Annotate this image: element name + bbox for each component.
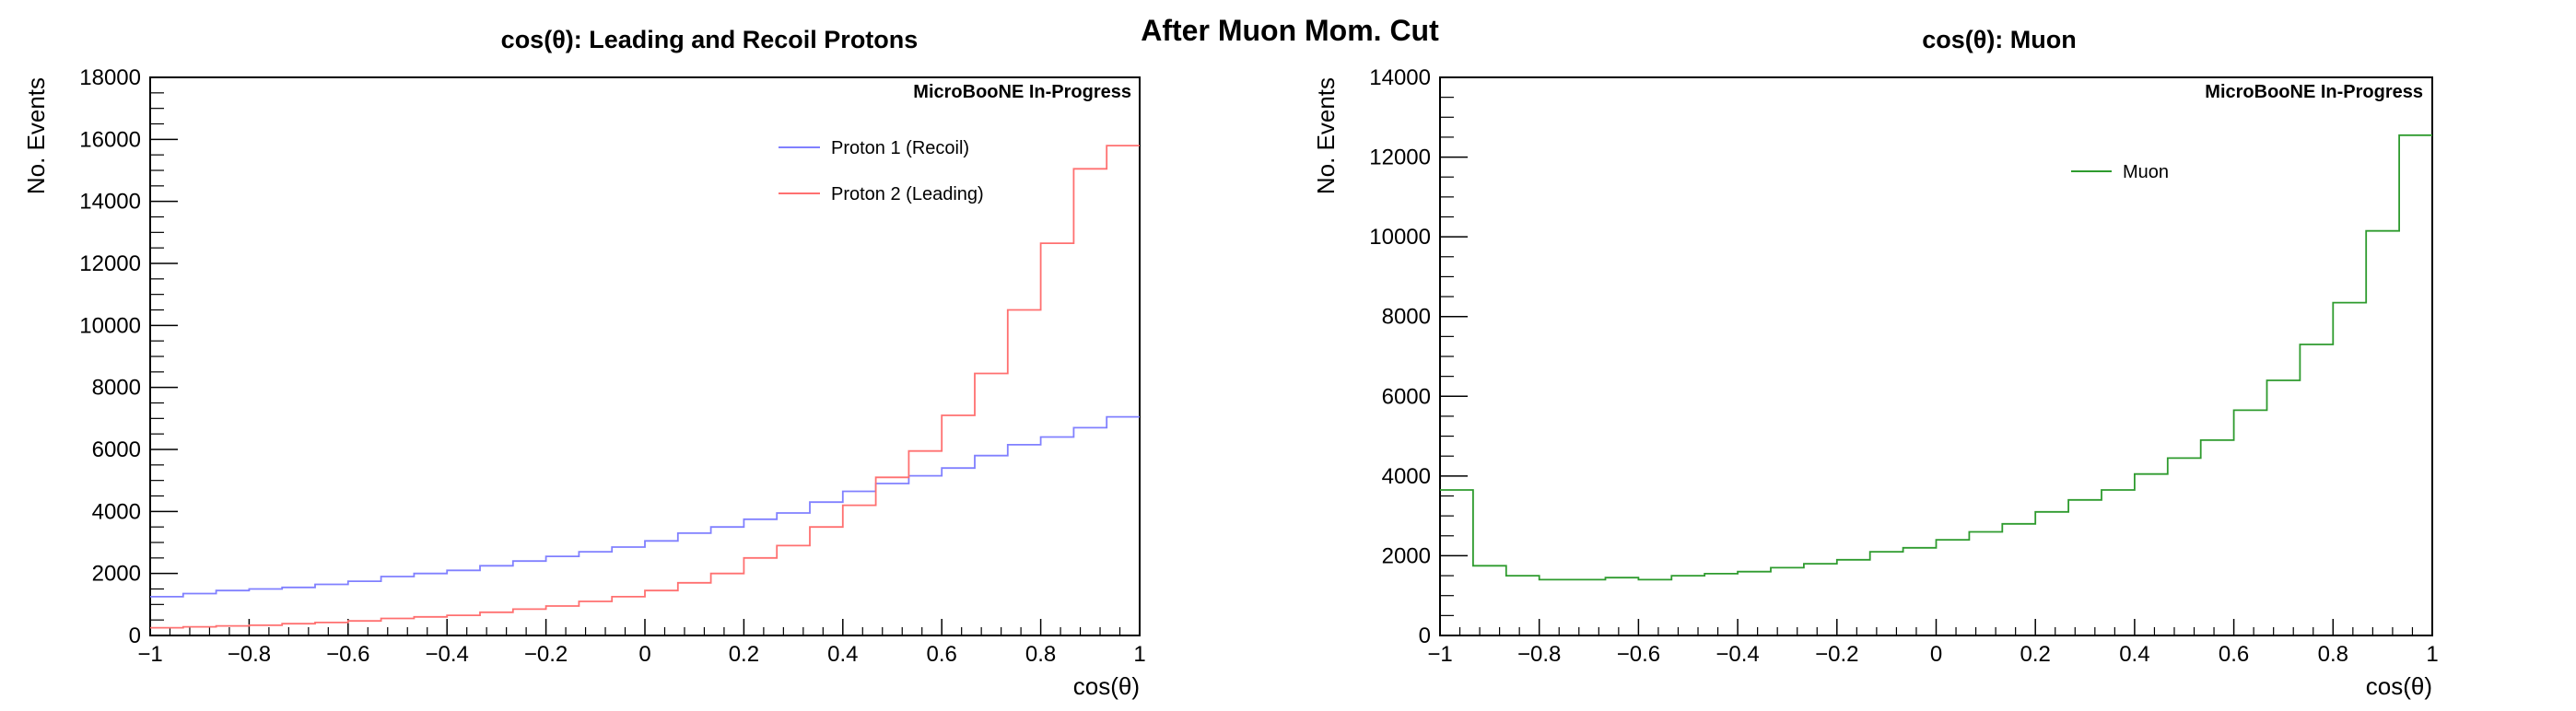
plot-frame: [149, 76, 1141, 636]
y-tick-label: 18000: [79, 65, 141, 90]
legend-entry: Proton 1 (Recoil): [831, 138, 969, 158]
x-tick-label: 0.4: [827, 642, 858, 667]
x-tick-label: −0.6: [326, 642, 369, 667]
chart-title: cos(θ): Leading and Recoil Protons: [501, 26, 919, 53]
y-tick-label: 0: [1419, 624, 1431, 648]
y-tick-label: 8000: [1382, 305, 1431, 330]
x-tick-label: 0: [638, 642, 650, 667]
x-tick-label: −0.8: [1517, 642, 1561, 667]
y-tick-label: 10000: [79, 313, 141, 338]
y-tick-label: 16000: [79, 127, 141, 152]
x-tick-label: 0.6: [927, 642, 957, 667]
y-tick-label: 8000: [92, 376, 141, 401]
legend-entry: Muon: [2123, 162, 2169, 182]
x-tick-label: 1: [1133, 642, 1145, 667]
y-tick-label: 6000: [1382, 384, 1431, 409]
chart-panel-protons: cos(θ): Leading and Recoil Protons MicroB…: [22, 26, 1146, 700]
x-axis-label: cos(θ): [1073, 672, 1140, 700]
x-tick-label: −1: [1427, 642, 1452, 667]
legend-entry: Proton 2 (Leading): [831, 184, 984, 204]
series-line-muon: [1440, 134, 2432, 581]
y-tick-label: 14000: [1369, 65, 1431, 90]
series-line-proton-1-recoil: [150, 415, 1140, 598]
x-tick-label: 0.6: [2219, 642, 2249, 667]
x-tick-label: −0.2: [1815, 642, 1858, 667]
x-tick-label: 0.2: [729, 642, 759, 667]
y-tick-label: 10000: [1369, 225, 1431, 250]
chart-panel-muon: cos(θ): Muon MicroBooNE In-Progress 0 2000 4…: [1312, 26, 2439, 700]
experiment-badge: MicroBooNE In-Progress: [2205, 82, 2423, 102]
y-tick-label: 0: [129, 624, 141, 648]
series-line-proton-2-leading: [150, 145, 1140, 629]
y-axis-label: No. Events: [22, 77, 50, 194]
y-tick-label: 2000: [92, 562, 141, 587]
y-axis-label: No. Events: [1312, 77, 1340, 194]
x-tick-label: −0.4: [426, 642, 469, 667]
x-tick-label: −0.2: [524, 642, 568, 667]
experiment-badge: MicroBooNE In-Progress: [913, 82, 1131, 102]
x-tick-label: 1: [2426, 642, 2438, 667]
y-tick-label: 12000: [1369, 146, 1431, 170]
y-tick-label: 4000: [92, 499, 141, 524]
x-tick-label: 0.4: [2119, 642, 2149, 667]
x-tick-label: −0.8: [228, 642, 271, 667]
x-tick-label: −1: [137, 642, 162, 667]
x-tick-label: 0.8: [1025, 642, 1056, 667]
x-axis-label: cos(θ): [2366, 672, 2432, 700]
x-tick-label: −0.4: [1715, 642, 1759, 667]
chart-title: cos(θ): Muon: [1922, 26, 2077, 53]
y-tick-label: 6000: [92, 437, 141, 462]
x-tick-label: 0: [1930, 642, 1942, 667]
figure-title: After Muon Mom. Cut: [1141, 14, 1439, 47]
x-tick-label: 0.8: [2318, 642, 2348, 667]
x-tick-label: 0.2: [2020, 642, 2051, 667]
y-tick-label: 2000: [1382, 543, 1431, 568]
y-tick-label: 14000: [79, 190, 141, 215]
x-tick-label: −0.6: [1617, 642, 1660, 667]
y-tick-label: 12000: [79, 251, 141, 276]
plot-frame: [1439, 76, 2433, 636]
y-tick-label: 4000: [1382, 464, 1431, 489]
